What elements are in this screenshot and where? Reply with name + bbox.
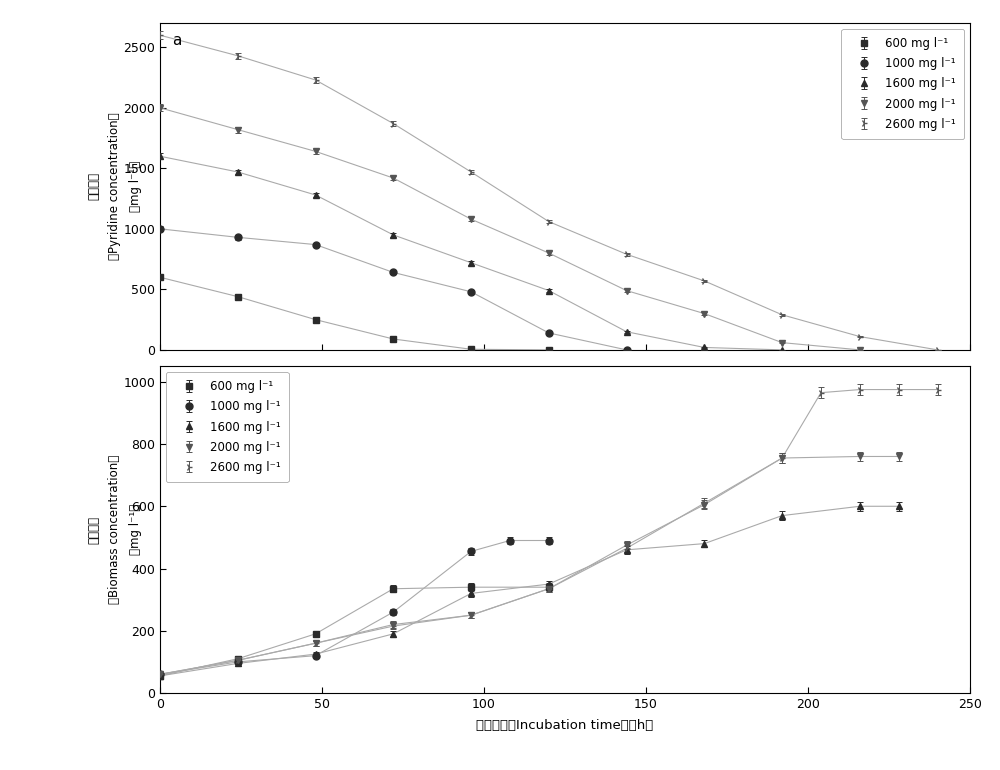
Text: a: a [172,33,182,48]
X-axis label: 培养时间（Incubation time）（h）: 培养时间（Incubation time）（h） [476,719,654,732]
Y-axis label: 细菌浓度
（Biomass concentration）
（mg l⁻¹）: 细菌浓度 （Biomass concentration） （mg l⁻¹） [87,455,142,604]
Y-axis label: 吵定浓度
（Pyridine concentration）
（mg l⁻¹）: 吵定浓度 （Pyridine concentration） （mg l⁻¹） [87,112,142,260]
Text: b: b [172,376,182,391]
Legend: 600 mg l⁻¹, 1000 mg l⁻¹, 1600 mg l⁻¹, 2000 mg l⁻¹, 2600 mg l⁻¹: 600 mg l⁻¹, 1000 mg l⁻¹, 1600 mg l⁻¹, 20… [841,29,964,139]
Legend: 600 mg l⁻¹, 1000 mg l⁻¹, 1600 mg l⁻¹, 2000 mg l⁻¹, 2600 mg l⁻¹: 600 mg l⁻¹, 1000 mg l⁻¹, 1600 mg l⁻¹, 20… [166,372,289,482]
